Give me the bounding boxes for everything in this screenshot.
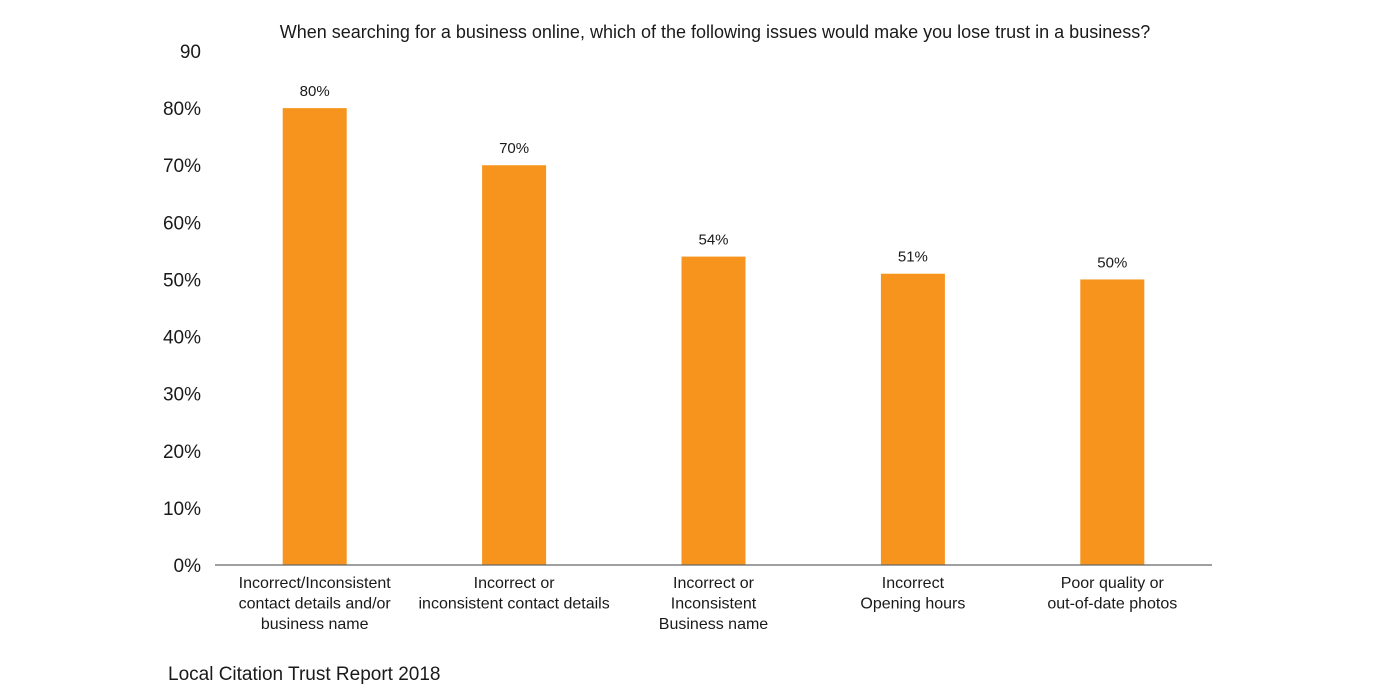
x-tick-label: out-of-date photos — [1047, 596, 1177, 613]
bar — [880, 273, 945, 565]
y-tick-label: 60% — [163, 213, 201, 234]
x-tick-label: Incorrect or — [474, 575, 556, 592]
source-note: Local Citation Trust Report 2018 — [168, 664, 441, 685]
bar — [482, 165, 547, 565]
y-tick-label: 40% — [163, 328, 201, 349]
x-tick-label: contact details and/or — [239, 596, 392, 613]
x-tick-label: Business name — [659, 616, 768, 633]
y-tick-label: 20% — [163, 442, 201, 463]
data-label: 54% — [698, 232, 728, 249]
data-label: 70% — [499, 140, 529, 157]
y-tick-label: 0% — [174, 556, 202, 577]
data-label: 51% — [898, 249, 928, 266]
bar — [681, 256, 746, 565]
y-tick-label: 80% — [163, 99, 201, 120]
y-tick-label: 70% — [163, 156, 201, 177]
y-tick-label: 30% — [163, 385, 201, 406]
y-tick-label: 50% — [163, 270, 201, 291]
x-tick-label: Inconsistent — [671, 596, 757, 613]
x-tick-label: Incorrect/Inconsistent — [239, 575, 392, 592]
bar — [1080, 279, 1145, 565]
bar — [282, 108, 347, 565]
x-tick-label: Incorrect or — [673, 575, 755, 592]
x-tick-label: Poor quality or — [1061, 575, 1165, 592]
x-tick-label: business name — [261, 616, 369, 633]
x-tick-label: Incorrect — [882, 575, 945, 592]
x-tick-label: inconsistent contact details — [418, 596, 609, 613]
chart-title: When searching for a business online, wh… — [279, 22, 1151, 42]
data-label: 80% — [300, 83, 330, 100]
data-label: 50% — [1097, 254, 1127, 271]
y-tick-label: 90 — [180, 42, 201, 63]
x-tick-label: Opening hours — [860, 596, 965, 613]
y-tick-label: 10% — [163, 499, 201, 520]
